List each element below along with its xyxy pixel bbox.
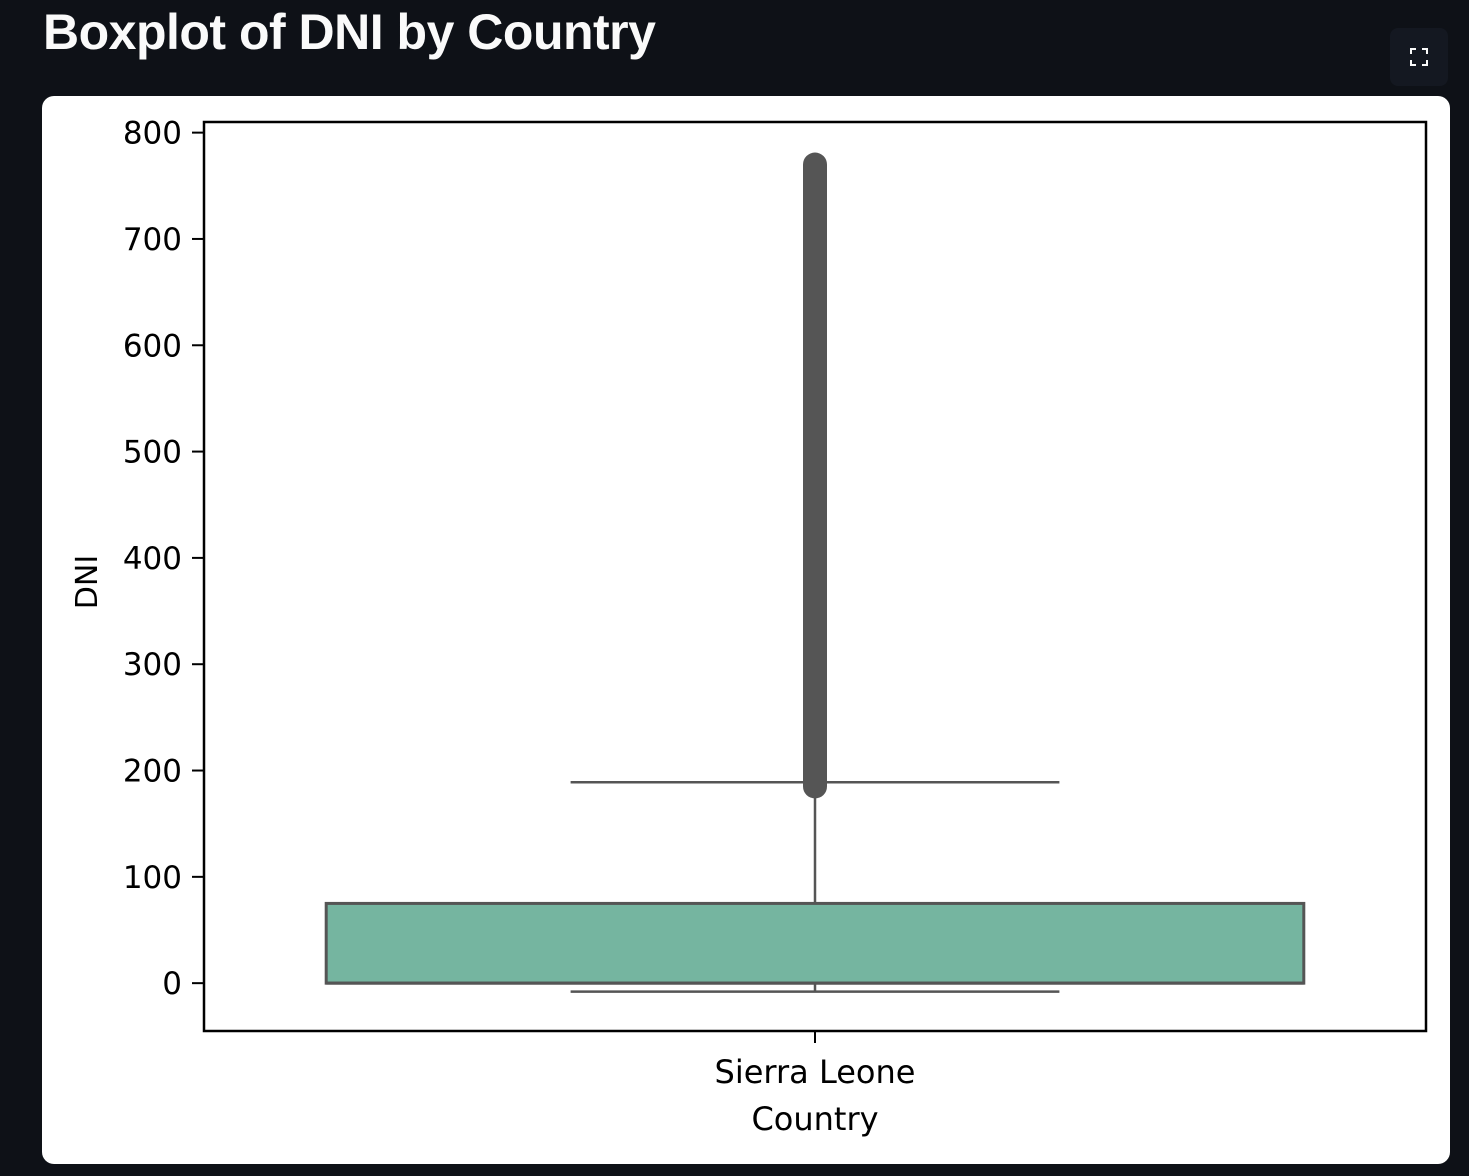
x-axis-label: Country: [751, 1100, 878, 1138]
box-group: [324, 152, 1306, 993]
y-tick-label: 700: [123, 222, 182, 258]
page-title: Boxplot of DNI by Country: [43, 4, 656, 60]
y-tick-label: 300: [123, 647, 182, 683]
y-tick-label: 400: [123, 541, 182, 577]
x-axis-ticks: Sierra Leone: [715, 1031, 916, 1091]
x-tick-label: Sierra Leone: [715, 1053, 916, 1091]
y-tick-label: 200: [123, 754, 182, 790]
y-tick-label: 600: [123, 328, 182, 364]
y-axis-ticks: 0 100 200 300 400 500 600 700 800: [123, 116, 204, 1002]
y-tick-label: 500: [123, 435, 182, 471]
expand-icon: [1410, 48, 1428, 66]
y-tick-label: 100: [123, 860, 182, 896]
box-iqr: [324, 901, 1306, 985]
fullscreen-button[interactable]: [1390, 28, 1448, 86]
y-axis-label: DNI: [70, 555, 105, 609]
boxplot-chart: 0 100 200 300 400 500 600 700 800 Sierra Leone D…: [70, 116, 1428, 1138]
y-tick-label: 800: [123, 116, 182, 152]
plot-frame: [202, 120, 1428, 1033]
chart-card: 0 100 200 300 400 500 600 700 800 Sierra Leone D…: [42, 96, 1450, 1164]
y-tick-label: 0: [162, 966, 182, 1002]
